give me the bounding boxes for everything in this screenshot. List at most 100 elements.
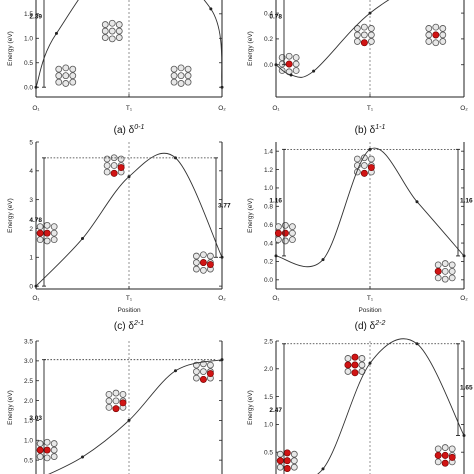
carbon-atom [441, 444, 449, 451]
carbon-atom [115, 21, 123, 28]
molecule-sketch [55, 64, 77, 87]
panel-caption: (a) δ0-1 [114, 124, 145, 136]
carbon-atom [448, 261, 456, 269]
carbon-atom [50, 453, 58, 460]
left-barrier-label: 2.39 [29, 14, 42, 21]
oxygen-atom [276, 457, 284, 465]
carbon-atom [206, 361, 214, 369]
carbon-atom [285, 52, 293, 60]
data-point [462, 434, 466, 438]
panel-e: 0.5 1.0 1.5 2.0 2.5 3.0 3.5 Energy (eV) 3.03 [7, 338, 224, 474]
carbon-atom [43, 237, 51, 245]
oxygen-atom [432, 31, 440, 39]
carbon-atom [434, 458, 442, 466]
molecule-sketch [36, 438, 58, 462]
right-barrier-label: 1.16 [460, 198, 473, 205]
energy-curve [35, 0, 223, 88]
data-point [321, 467, 325, 471]
carbon-atom [112, 397, 120, 405]
y-tick-label: 1.0 [24, 438, 33, 445]
carbon-atom [448, 445, 456, 453]
y-tick-label: 0.2 [264, 36, 273, 43]
carbon-atom [69, 72, 77, 80]
oxygen-atom [206, 261, 214, 268]
data-point [81, 455, 84, 459]
panel-caption: (b) δ1-1 [355, 124, 386, 136]
oxygen-atom [199, 375, 207, 383]
molecule-sketch [101, 19, 123, 43]
oxygen-atom [110, 169, 118, 177]
carbon-atom [274, 223, 282, 231]
y-tick-label: 2.5 [264, 338, 273, 345]
oxygen-atom [36, 446, 44, 454]
y-tick-label: 0.0 [264, 277, 273, 284]
oxygen-atom [43, 229, 51, 237]
data-point [274, 63, 278, 67]
carbon-atom [276, 463, 284, 471]
carbon-atom [367, 31, 375, 39]
carbon-atom [55, 72, 63, 80]
carbon-atom [110, 162, 118, 169]
y-tick-label: 0.0 [264, 62, 273, 69]
carbon-atom [119, 390, 127, 398]
oxygen-atom [434, 267, 442, 275]
carbon-atom [434, 274, 442, 282]
oxygen-atom [360, 39, 368, 47]
y-axis-title: Energy (eV) [7, 390, 14, 425]
data-point [321, 258, 325, 262]
carbon-atom [292, 54, 300, 61]
y-tick-label: 2.0 [264, 366, 273, 373]
carbon-atom [108, 19, 116, 27]
panel-caption: (d) δ2-2 [355, 320, 386, 332]
x-tick-label: O₁ [272, 295, 280, 302]
carbon-atom [276, 450, 284, 458]
x-axis-title: Position [117, 307, 141, 314]
oxygen-atom [441, 451, 449, 459]
left-barrier-label: 1.16 [269, 198, 282, 205]
carbon-atom [192, 252, 200, 260]
carbon-atom [103, 168, 111, 176]
oxygen-atom [206, 370, 214, 378]
left-barrier-label: 2.47 [269, 407, 282, 414]
carbon-atom [177, 64, 185, 72]
panel-b: 0.0 0.2 0.4 Energy (eV) O₁ T₁ O₂ 0.78 (b) δ1-1 [247, 0, 468, 136]
carbon-atom [50, 446, 58, 454]
y-tick-label: 0 [29, 283, 33, 290]
carbon-atom [360, 31, 368, 39]
carbon-atom [290, 450, 298, 458]
molecule-sketch [170, 64, 192, 87]
data-point [462, 254, 466, 258]
carbon-atom [448, 274, 456, 282]
molecule-sketch [274, 221, 296, 245]
carbon-atom [177, 80, 185, 87]
molecule-sketch [36, 221, 58, 245]
x-axis-title: Position [358, 307, 382, 314]
molecule-sketch [344, 353, 366, 377]
carbon-atom [199, 368, 207, 375]
carbon-atom [439, 31, 447, 39]
molecule-sketch [103, 154, 125, 177]
carbon-atom [192, 374, 200, 382]
y-axis-title: Energy (eV) [247, 390, 254, 425]
carbon-atom [441, 275, 449, 283]
oxygen-atom [283, 457, 291, 465]
carbon-atom [112, 389, 120, 397]
data-point [127, 418, 131, 422]
molecule-sketch [105, 389, 127, 413]
y-axis-title: Energy (eV) [247, 31, 254, 66]
oxygen-atom [199, 259, 207, 266]
y-tick-label: 5 [29, 139, 33, 146]
carbon-atom [360, 23, 368, 31]
carbon-atom [432, 23, 440, 31]
oxygen-atom [367, 164, 375, 171]
carbon-atom [110, 154, 118, 162]
x-tick-label: O₂ [460, 105, 468, 112]
panel-f: 0.5 1.0 1.5 2.0 2.5 Energy (eV) 2.47 1.65 [247, 338, 473, 474]
carbon-atom [69, 78, 77, 86]
data-point [127, 175, 131, 179]
oxygen-atom [117, 164, 125, 171]
data-point [368, 11, 372, 15]
molecule-sketch [434, 444, 456, 467]
carbon-atom [367, 25, 375, 32]
